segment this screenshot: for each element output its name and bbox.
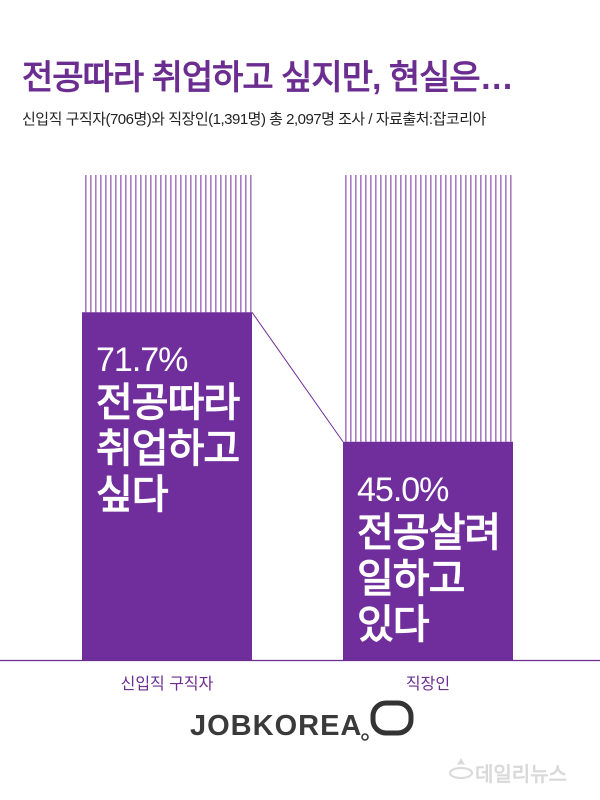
bar-remainder: [82, 175, 252, 313]
bar-label-0: 71.7% 전공따라 취업하고 싶다: [96, 340, 240, 518]
bar-remainder: [343, 175, 513, 442]
page-subtitle: 신입직 구직자(706명)와 직장인(1,391명) 총 2,097명 조사 /…: [22, 111, 486, 128]
bar-desc-line: 일하고: [357, 556, 465, 601]
bar-desc-line: 싶다: [96, 473, 169, 518]
bar: [82, 312, 252, 660]
bar-value-label: 45.0%: [357, 470, 449, 509]
category-label: 직장인: [405, 676, 451, 693]
bar-value-label: 71.7%: [96, 341, 188, 380]
bar-desc-line: 전공살려: [357, 510, 501, 555]
page-title: 전공따라 취업하고 싶지만, 현실은…: [22, 59, 514, 97]
bar-desc-line: 있다: [357, 602, 430, 647]
bar-label-1: 45.0% 전공살려 일하고 있다: [357, 470, 501, 648]
jobkorea-logo: JOBKOREA: [190, 710, 363, 742]
connector-line: [251, 311, 344, 443]
category-label: 신입직 구직자: [120, 676, 214, 693]
bar-desc-line: 전공따라: [96, 381, 240, 426]
bar: [343, 441, 513, 660]
logo-mark-icon: [361, 700, 414, 741]
watermark-icon: [449, 758, 473, 779]
watermark: 데일리뉴스: [475, 764, 567, 786]
bar-desc-line: 취업하고: [96, 427, 240, 472]
